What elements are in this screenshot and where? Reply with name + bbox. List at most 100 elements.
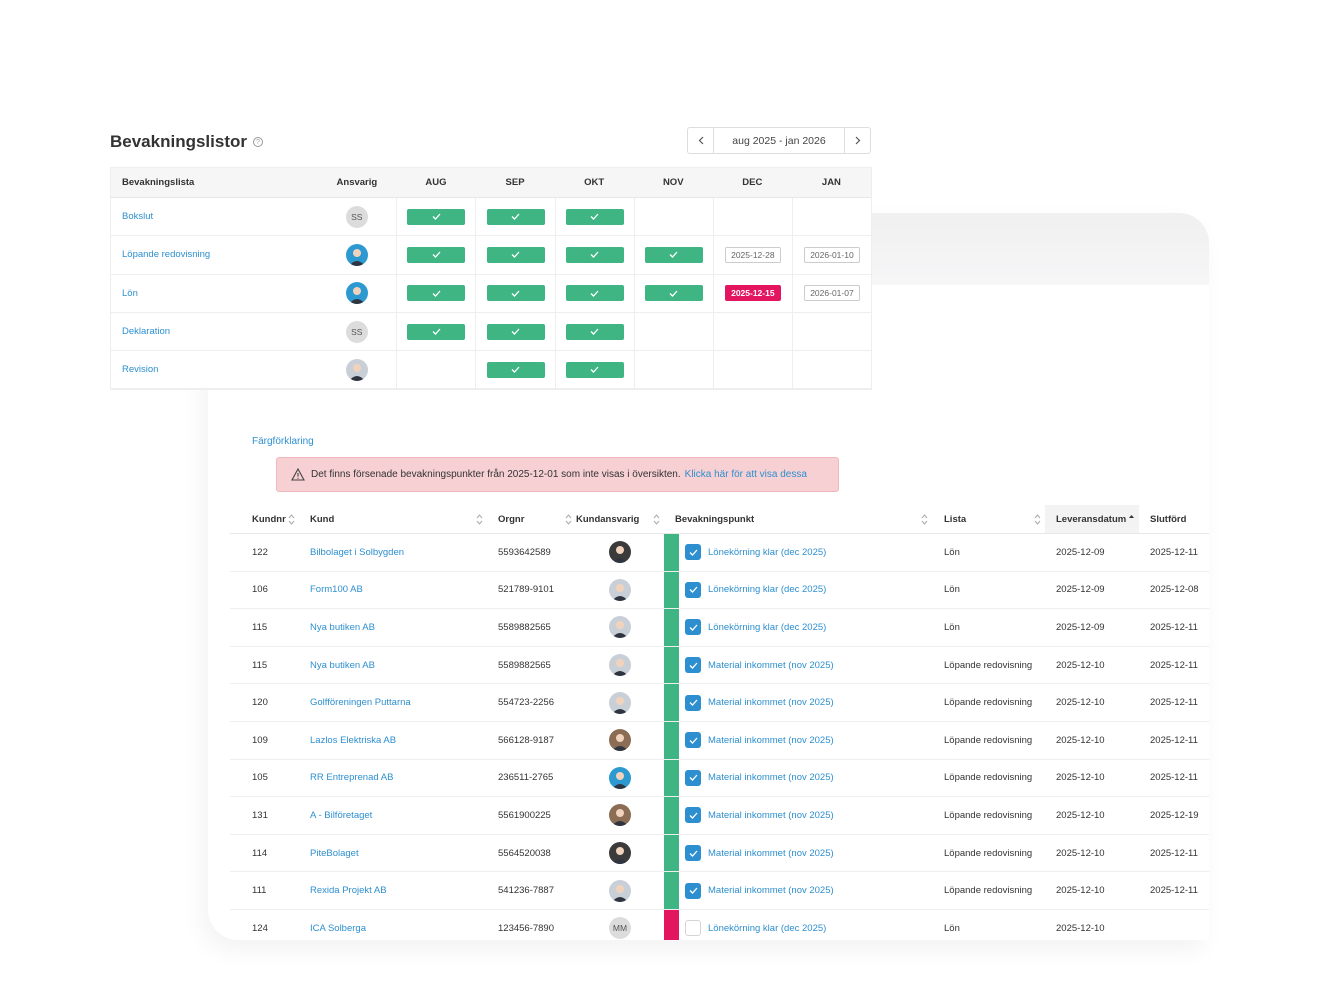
watch-point-link[interactable]: Material inkommet (nov 2025) (708, 734, 834, 746)
col-orgnr[interactable]: Orgnr (487, 505, 576, 533)
done-badge[interactable] (565, 208, 624, 225)
customer-link[interactable]: Form100 AB (310, 584, 363, 596)
overdue-date-badge[interactable]: 2025-12-15 (725, 285, 781, 302)
col-dec: DEC (742, 177, 763, 188)
customer-link[interactable]: A - Bilföretaget (310, 809, 373, 821)
customer-link[interactable]: PiteBolaget (310, 847, 359, 859)
col-kundnr[interactable]: Kundnr (230, 505, 299, 533)
watch-point-link[interactable]: Material inkommet (nov 2025) (708, 659, 834, 671)
watch-point-link[interactable]: Material inkommet (nov 2025) (708, 885, 834, 897)
watch-point-link[interactable]: Material inkommet (nov 2025) (708, 772, 834, 784)
watch-point-link[interactable]: Lönekörning klar (dec 2025) (708, 546, 827, 558)
customer-link[interactable]: Golfföreningen Puttarna (310, 697, 411, 709)
checkbox-checked[interactable] (685, 845, 701, 862)
done-badge[interactable] (565, 361, 624, 378)
done-badge[interactable] (644, 246, 703, 263)
done-badge[interactable] (486, 208, 545, 225)
watch-point-link[interactable]: Material inkommet (nov 2025) (708, 847, 834, 859)
done-badge[interactable] (644, 285, 703, 302)
watch-point-link[interactable]: Material inkommet (nov 2025) (708, 697, 834, 709)
col-slutford[interactable]: Slutförd (1150, 513, 1187, 525)
checkbox-checked[interactable] (685, 769, 701, 786)
watch-list-link[interactable]: Deklaration (122, 326, 171, 338)
checkbox-checked[interactable] (685, 619, 701, 636)
due-date-badge[interactable]: 2025-12-28 (725, 246, 781, 263)
question-circle-icon[interactable]: ? (253, 137, 263, 147)
done-badge[interactable] (407, 246, 466, 263)
period-selector: aug 2025 - jan 2026 (687, 127, 871, 154)
check-icon (511, 252, 520, 259)
account-manager-cell (576, 647, 664, 684)
check-icon (432, 328, 441, 335)
sort-icon (921, 514, 928, 525)
period-prev-button[interactable] (688, 128, 714, 153)
avatar (345, 358, 368, 381)
customer-link[interactable]: Bilbolaget i Solbygden (310, 546, 405, 558)
customer-link[interactable]: RR Entreprenad AB (310, 772, 394, 784)
status-bar (664, 646, 679, 684)
done-badge[interactable] (486, 246, 545, 263)
due-date-badge[interactable]: 2026-01-10 (804, 246, 860, 263)
done-badge[interactable] (486, 323, 545, 340)
table-row: 120 Golfföreningen Puttarna 554723-2256 Mat… (230, 684, 1209, 722)
table-row: 111 Rexida Projekt AB 541236-7887 Material … (230, 872, 1209, 910)
done-badge[interactable] (565, 246, 624, 263)
month-cell (475, 351, 554, 389)
table-row: 124 ICA Solberga 123456-7890 MM Lönekörning … (230, 909, 1209, 940)
customer-link[interactable]: Lazlos Elektriska AB (310, 734, 397, 746)
checkbox-checked[interactable] (685, 657, 701, 674)
watch-list-link[interactable]: Lön (122, 287, 138, 299)
col-leveransdatum[interactable]: Leveransdatum (1045, 505, 1139, 533)
col-lista[interactable]: Lista (932, 505, 1045, 533)
orgnr-cell: 236511-2765 (498, 772, 554, 784)
customer-link[interactable]: Rexida Projekt AB (310, 885, 387, 897)
watch-point-link[interactable]: Lönekörning klar (dec 2025) (708, 621, 827, 633)
period-label[interactable]: aug 2025 - jan 2026 (732, 134, 826, 147)
color-legend-link[interactable]: Färgförklaring (252, 436, 314, 447)
account-manager-cell (576, 572, 664, 609)
status-bar (664, 721, 679, 759)
month-cell (475, 198, 554, 236)
col-kund[interactable]: Kund (299, 505, 487, 533)
list-cell: Löpande redovisning (944, 847, 1033, 859)
delivery-date-cell: 2025-12-10 (1056, 809, 1105, 821)
done-badge[interactable] (565, 323, 624, 340)
col-kundansvarig[interactable]: Kundansvarig (576, 505, 664, 533)
done-badge[interactable] (407, 323, 466, 340)
month-cell: 2025-12-15 (712, 274, 792, 312)
done-badge[interactable] (486, 285, 545, 302)
done-badge[interactable] (407, 285, 466, 302)
checkbox-checked[interactable] (685, 882, 701, 899)
checkbox-checked[interactable] (685, 807, 701, 824)
show-overdue-link[interactable]: Klicka här för att visa dessa (684, 469, 807, 480)
checkbox-checked[interactable] (685, 544, 701, 561)
watch-point-link[interactable]: Lönekörning klar (dec 2025) (708, 922, 827, 934)
watch-point-link[interactable]: Material inkommet (nov 2025) (708, 809, 834, 821)
done-badge[interactable] (565, 285, 624, 302)
period-next-button[interactable] (844, 128, 870, 153)
completed-date-cell: 2025-12-11 (1150, 885, 1198, 897)
checkbox-checked[interactable] (685, 694, 701, 711)
watch-list-link[interactable]: Revision (122, 364, 159, 376)
avatar (609, 879, 631, 902)
delivery-date-cell: 2025-12-09 (1056, 584, 1105, 596)
due-date-badge[interactable]: 2026-01-07 (804, 285, 860, 302)
watch-point-cell: Lönekörning klar (dec 2025) (664, 571, 932, 609)
customer-link[interactable]: Nya butiken AB (310, 659, 375, 671)
watch-list-link[interactable]: Löpande redovisning (122, 249, 211, 261)
done-badge[interactable] (407, 208, 466, 225)
watch-point-cell: Material inkommet (nov 2025) (664, 759, 932, 797)
col-bevakningspunkt[interactable]: Bevakningspunkt (664, 505, 932, 533)
customer-link[interactable]: ICA Solberga (310, 922, 366, 934)
done-badge[interactable] (486, 361, 545, 378)
checkbox-checked[interactable] (685, 581, 701, 598)
checkbox-checked[interactable] (685, 732, 701, 749)
month-cell (791, 351, 871, 389)
watch-point-link[interactable]: Lönekörning klar (dec 2025) (708, 584, 827, 596)
customer-link[interactable]: Nya butiken AB (310, 621, 375, 633)
list-cell: Löpande redovisning (944, 734, 1033, 746)
checkbox-unchecked[interactable] (685, 920, 701, 937)
watch-list-link[interactable]: Bokslut (122, 211, 154, 223)
col-aug: AUG (425, 177, 447, 188)
avatar: MM (609, 917, 631, 940)
